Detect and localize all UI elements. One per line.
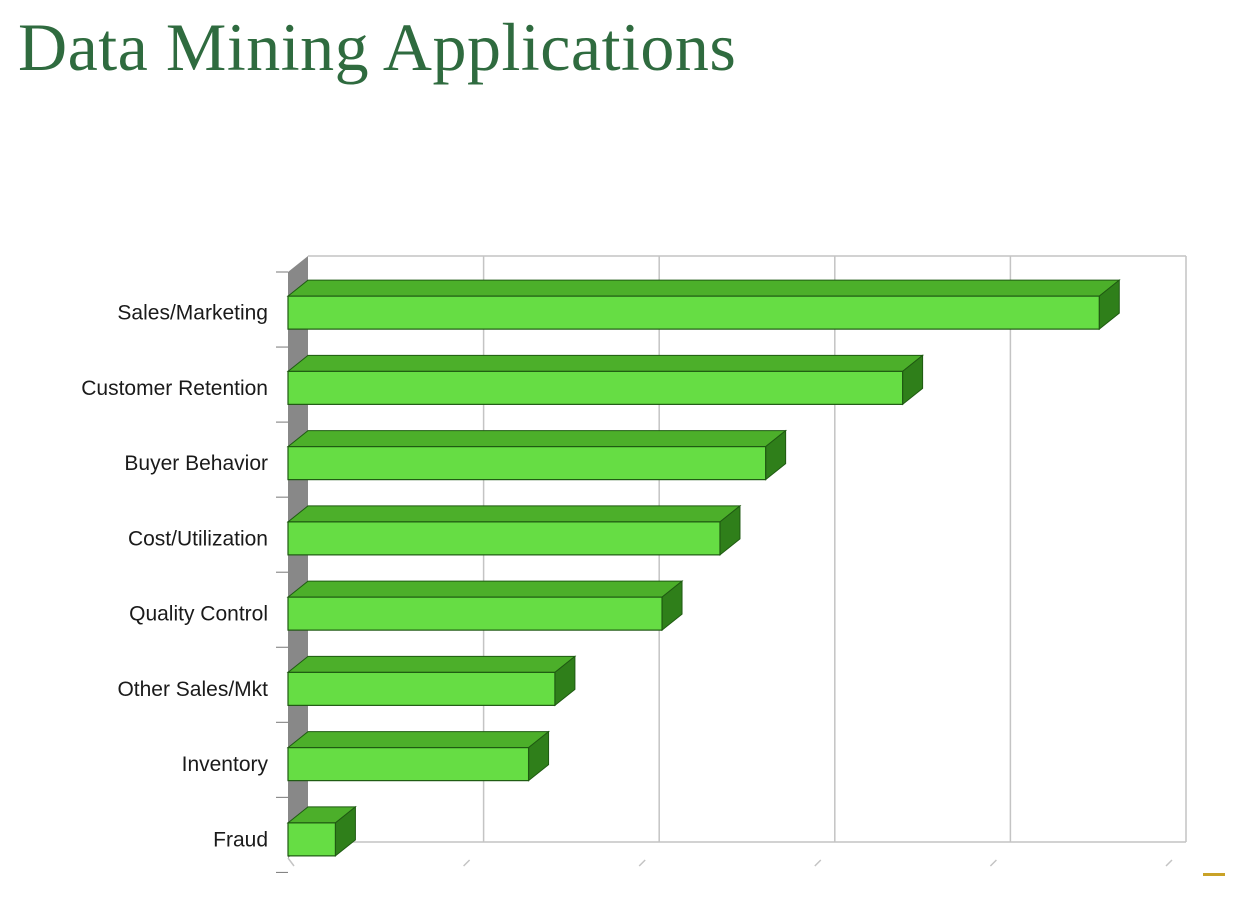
category-label: Customer Retention (81, 377, 268, 400)
bar-top-face (286, 731, 550, 749)
slide-title: Data Mining Applications (18, 9, 737, 85)
x-tick (989, 859, 997, 867)
bar-top-face (286, 354, 925, 372)
category-label: Other Sales/Mkt (117, 678, 268, 701)
bar-customer-retention (286, 354, 925, 406)
bar-top-face (286, 580, 684, 598)
x-tick (638, 859, 646, 867)
category-label: Sales/Marketing (117, 302, 268, 325)
bar-layer (286, 279, 1121, 857)
bar-front-face (287, 370, 904, 405)
x-tick (814, 859, 822, 867)
category-label: Buyer Behavior (124, 452, 268, 475)
bar-cost-utilization (286, 504, 742, 556)
bar-front-face (287, 671, 556, 706)
bar-front-face (287, 747, 530, 782)
bar-top-face (286, 279, 1121, 297)
bar-sales-marketing (286, 279, 1121, 331)
bar-inventory (286, 730, 550, 782)
bar-quality-control (286, 580, 684, 632)
bar-front-face (287, 822, 337, 857)
x-tick (1165, 859, 1173, 867)
bar-front-face (287, 596, 663, 631)
x-tick (463, 859, 471, 867)
category-label: Fraud (213, 828, 268, 851)
bar-top-face (286, 655, 577, 673)
bar-top-face (286, 505, 742, 523)
bar-front-face (287, 521, 721, 556)
category-label: Quality Control (129, 603, 268, 626)
left-wall (288, 256, 308, 858)
slide-corner-mark (1203, 873, 1225, 876)
bar-fraud (286, 805, 357, 857)
category-label: Inventory (182, 753, 269, 776)
bar-other-sales-mkt (286, 655, 577, 707)
category-label: Cost/Utilization (128, 527, 268, 550)
label-layer: Sales/Marketing Customer Retention Buyer B… (81, 302, 268, 852)
bar-front-face (287, 295, 1100, 330)
bar-front-face (287, 446, 767, 481)
bar-buyer-behavior (286, 429, 788, 481)
bar-top-face (286, 430, 788, 448)
x-tick (287, 857, 295, 867)
